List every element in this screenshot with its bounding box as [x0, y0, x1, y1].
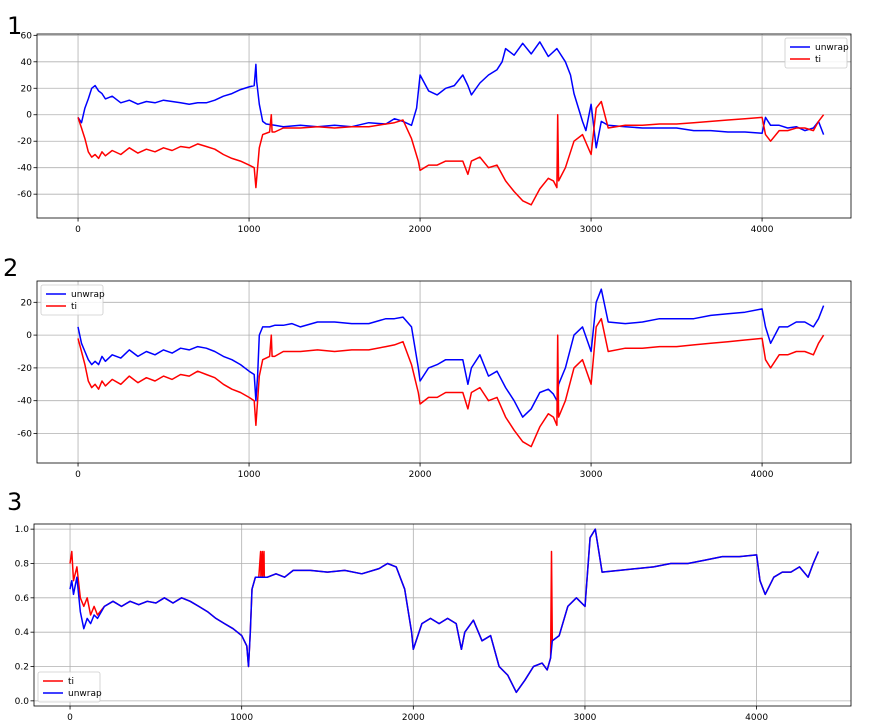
y-tick-label-0: -60 — [17, 429, 32, 439]
y-tick-label-2: -20 — [17, 364, 32, 374]
x-tick-label-2: 2000 — [402, 713, 425, 723]
x-tick-label-4: 4000 — [745, 713, 768, 723]
legend: unwrap ti — [40, 284, 105, 316]
series-line-unwrap — [77, 41, 825, 149]
x-tick-label-4: 4000 — [751, 225, 774, 235]
x-tick-label-4: 4000 — [751, 470, 774, 480]
legend-box — [37, 671, 101, 703]
axes-frame — [36, 280, 852, 464]
legend: ti unwrap — [37, 671, 102, 703]
axes-frame — [33, 523, 852, 707]
y-tick-label-4: 20 — [21, 298, 33, 308]
x-tick-label-0: 0 — [67, 713, 73, 723]
y-tick-label-5: 1.0 — [15, 525, 30, 535]
chart-panel-3: 0 1000 2000 3000 4000 0.0 0.2 0.4 0.6 0.8 1.0 ti unw… — [15, 523, 852, 723]
legend-label-unwrap: unwrap — [71, 290, 105, 300]
y-tick-label-3: 0 — [26, 331, 32, 341]
y-tick-label-2: 0.4 — [15, 628, 30, 638]
x-tick-label-3: 3000 — [580, 225, 603, 235]
panel-label-3: 3 — [7, 488, 23, 516]
x-tick-label-3: 3000 — [574, 713, 597, 723]
panel-label-2: 2 — [3, 254, 19, 282]
legend-label-unwrap: unwrap — [68, 689, 102, 699]
y-tick-label-3: 0.6 — [15, 594, 30, 604]
axes-frame — [36, 33, 852, 219]
chart-panel-2: 0 1000 2000 3000 4000 -60 -40 -20 0 20 unwrap ti — [17, 280, 852, 480]
x-tick-label-1: 1000 — [238, 470, 261, 480]
y-tick-label-5: 40 — [21, 58, 33, 68]
x-tick-label-1: 1000 — [230, 713, 253, 723]
y-tick-label-0: 0.0 — [15, 697, 30, 707]
x-tick-label-0: 0 — [75, 225, 81, 235]
x-tick-label-2: 2000 — [409, 470, 432, 480]
y-tick-label-1: -40 — [17, 164, 32, 174]
legend-box — [40, 284, 104, 316]
y-tick-label-6: 60 — [21, 31, 33, 41]
x-tick-label-1: 1000 — [238, 225, 261, 235]
series-line-unwrap — [69, 528, 820, 694]
series-line-ti — [69, 528, 820, 694]
y-tick-label-4: 20 — [21, 84, 33, 94]
y-tick-label-4: 0.8 — [15, 559, 30, 569]
y-tick-label-1: -40 — [17, 397, 32, 407]
legend-box — [784, 37, 848, 69]
x-tick-label-3: 3000 — [580, 470, 603, 480]
series-line-unwrap — [77, 288, 825, 418]
panel-label-1: 1 — [7, 12, 23, 40]
legend-label-ti: ti — [815, 55, 821, 65]
y-tick-label-0: -60 — [17, 190, 32, 200]
y-tick-label-1: 0.2 — [15, 663, 29, 673]
series-line-ti — [77, 317, 825, 448]
y-tick-label-3: 0 — [26, 111, 32, 121]
legend-label-ti: ti — [71, 302, 77, 312]
y-tick-label-2: -20 — [17, 137, 32, 147]
x-tick-label-2: 2000 — [409, 225, 432, 235]
legend-label-unwrap: unwrap — [815, 43, 849, 53]
chart-panel-1: 0 1000 2000 3000 4000 -60 -40 -20 0 20 40 60 unwrap t… — [17, 31, 852, 235]
x-tick-label-0: 0 — [75, 470, 81, 480]
series-line-ti — [77, 100, 825, 206]
legend-label-ti: ti — [68, 677, 74, 687]
legend: unwrap ti — [784, 37, 849, 69]
